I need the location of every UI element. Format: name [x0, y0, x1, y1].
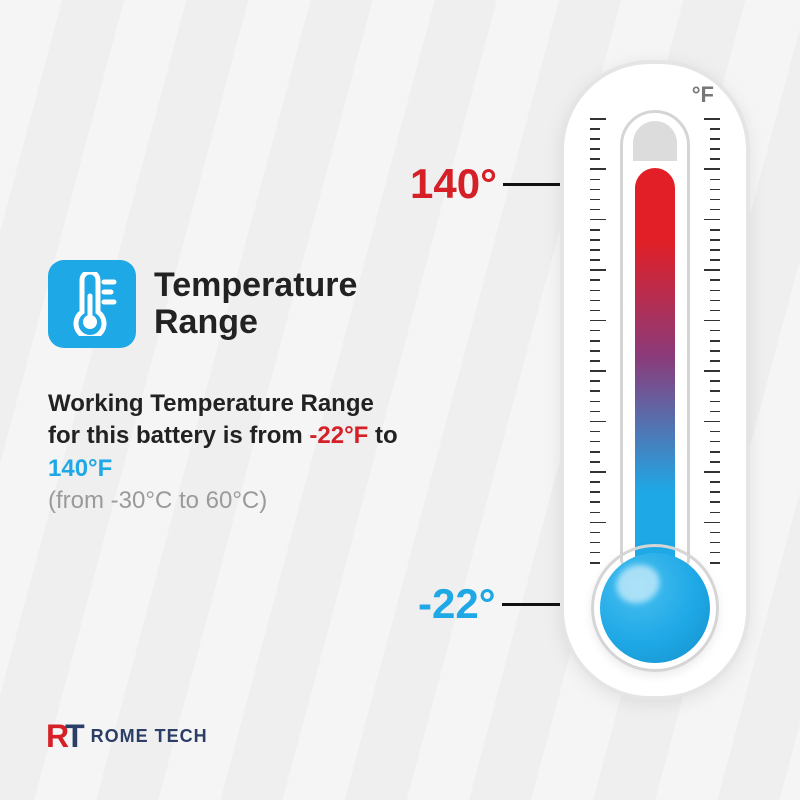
desc-mid: to: [368, 422, 397, 449]
unit-label: °F: [692, 82, 714, 108]
infographic-content: TemperatureRange Working Temperature Ran…: [0, 0, 800, 800]
desc-high-temp: 140°F: [48, 455, 112, 482]
callout-low: -22°: [418, 580, 560, 628]
info-block: TemperatureRange Working Temperature Ran…: [48, 260, 408, 515]
callout-high: 140°: [410, 160, 575, 208]
low-temp-label: -22°: [418, 580, 496, 628]
logo-t: T: [65, 718, 81, 754]
callout-line: [502, 603, 560, 606]
thermometer-bulb: [591, 544, 719, 672]
description: Working Temperature Range for this batte…: [48, 388, 408, 485]
description-sub: (from -30°C to 60°C): [48, 487, 408, 515]
info-header: TemperatureRange: [48, 260, 408, 348]
title: TemperatureRange: [154, 267, 357, 342]
thermometer-icon: [48, 260, 136, 348]
desc-low-temp: -22°F: [309, 422, 368, 449]
logo-text: ROME TECH: [91, 726, 208, 747]
logo: RT ROME TECH: [46, 720, 208, 752]
logo-mark: RT: [46, 720, 81, 752]
high-temp-label: 140°: [410, 160, 497, 208]
logo-r: R: [46, 718, 65, 754]
thermometer: 140° -22° °F: [490, 60, 750, 720]
thermometer-body: °F: [560, 60, 750, 700]
thermometer-ticks: [590, 118, 720, 562]
